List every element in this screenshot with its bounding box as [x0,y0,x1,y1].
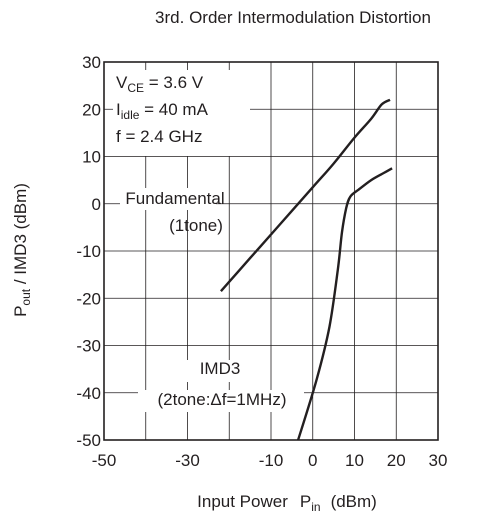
y-tick-label: -40 [76,384,101,403]
x-tick-label: 20 [387,451,406,470]
condition-vce: VCE = 3.6 V [116,73,204,95]
series-line-fundamental [220,98,391,292]
condition-idle: Iidle = 40 mA [116,100,209,122]
x-tick-label: -50 [92,451,117,470]
imd3-label-sub: (2tone:Δf=1MHz) [158,390,287,409]
imd3-label-sub-bg [138,390,304,412]
imd3-label: IMD3 [200,359,241,378]
series-line-imd3 [296,167,393,441]
x-tick-label: -10 [259,451,284,470]
conditions-box [113,70,250,156]
y-tick-label: -30 [76,337,101,356]
y-tick-label: -10 [76,242,101,261]
y-tick-labels: 30 20 10 0 -10 -20 -30 -40 -50 [76,53,101,450]
x-tick-label: 30 [429,451,448,470]
condition-freq: f = 2.4 GHz [116,127,202,146]
imd3-label-bg [180,360,252,382]
x-tick-label: 0 [308,451,317,470]
x-tick-label: 10 [345,451,364,470]
y-tick-label: 0 [92,195,101,214]
y-tick-label: -20 [76,289,101,308]
y-tick-label: 30 [82,53,101,72]
x-tick-label: -30 [175,451,200,470]
fundamental-label-bg [120,188,216,210]
y-tick-label: 20 [82,100,101,119]
plot-frame [103,61,439,441]
fundamental-label-sub: (1tone) [169,216,223,235]
y-tick-label: -50 [76,431,101,450]
y-axis-label: Pout / IMD3 (dBm) [11,183,33,317]
chart-title: 3rd. Order Intermodulation Distortion [155,8,431,27]
x-tick-labels: -50 -30 -10 0 10 20 30 [92,451,448,470]
y-tick-label: 10 [82,148,101,167]
fundamental-label: Fundamental [125,189,224,208]
x-axis-label: Input Power Pin (dBm) [197,492,377,514]
